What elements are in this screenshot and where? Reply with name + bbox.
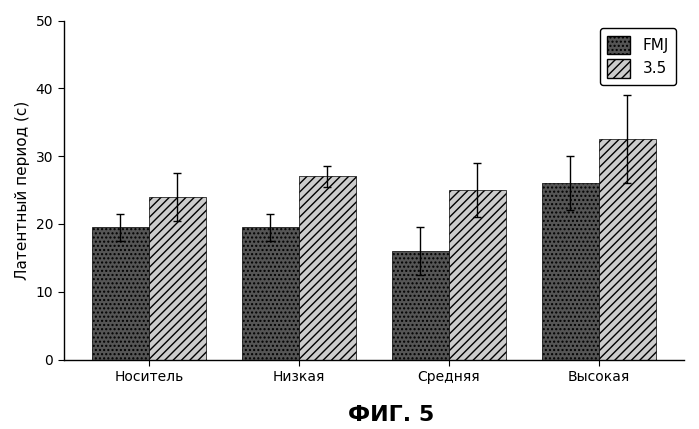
- Y-axis label: Латентный период (с): Латентный период (с): [15, 100, 30, 280]
- Bar: [298, 176, 356, 360]
- Legend: FMJ, 3.5: FMJ, 3.5: [600, 28, 677, 85]
- Bar: [242, 227, 298, 360]
- Bar: [542, 183, 599, 360]
- Bar: [92, 227, 149, 360]
- Bar: [149, 197, 206, 360]
- Text: ФИГ. 5: ФИГ. 5: [348, 405, 435, 425]
- Bar: [449, 190, 506, 360]
- Bar: [392, 251, 449, 360]
- Bar: [599, 139, 656, 360]
